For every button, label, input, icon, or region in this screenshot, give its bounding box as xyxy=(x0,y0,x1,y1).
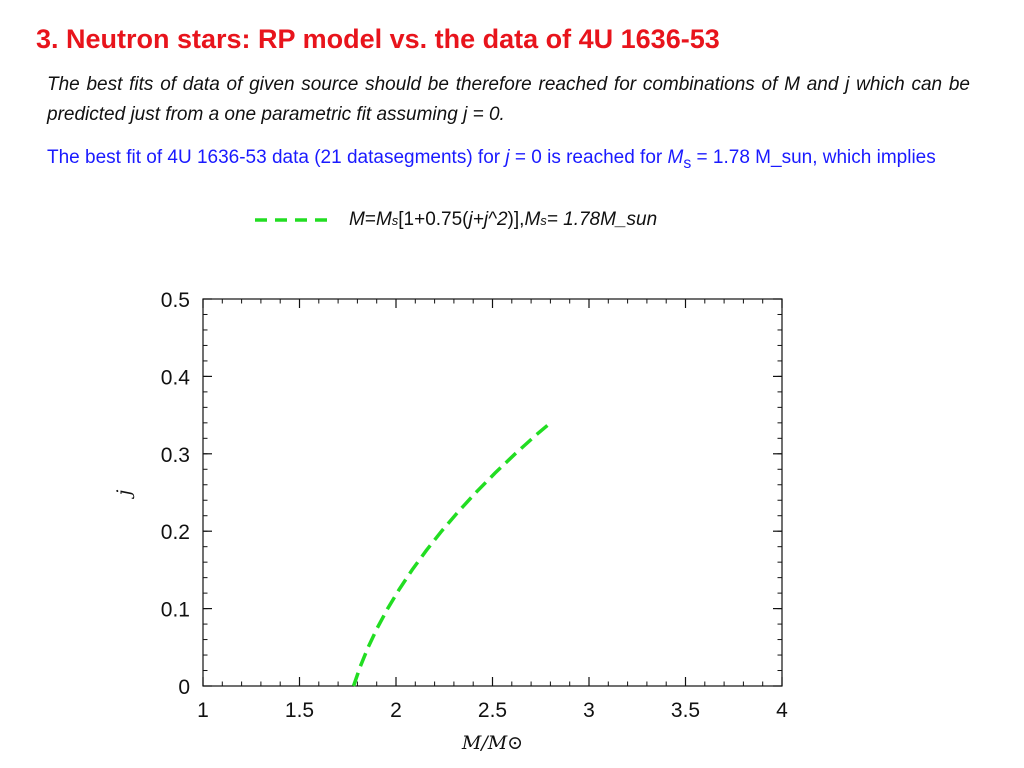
legend-text-6: j+j^2 xyxy=(468,209,508,230)
x-tick-label: 2 xyxy=(390,699,402,722)
y-tick-label: 0.4 xyxy=(161,366,191,389)
x-tick-label: 2.5 xyxy=(478,699,507,722)
x-tick-label: 1.5 xyxy=(285,699,314,722)
x-tick-label: 3 xyxy=(583,699,595,722)
para2-text-3: = 1.78 M_sun, which implies xyxy=(691,147,936,168)
legend-text-1: M xyxy=(349,209,365,230)
y-tick-label: 0.3 xyxy=(161,444,190,467)
legend-dash-icon xyxy=(255,218,331,222)
y-tick-label: 0 xyxy=(178,676,190,699)
y-tick-label: 0.2 xyxy=(161,521,190,544)
x-tick-label: 1 xyxy=(197,699,209,722)
intro-paragraph: The best fits of data of given source sh… xyxy=(47,74,970,125)
x-tick-label: 3.5 xyxy=(671,699,700,722)
legend-text-8: M xyxy=(524,209,541,230)
legend-text-5: [1+0.75( xyxy=(398,209,469,230)
fit-result-paragraph: The best fit of 4U 1636-53 data (21 data… xyxy=(47,143,970,179)
fit-curve-series xyxy=(351,423,550,687)
slide-title: 3. Neutron stars: RP model vs. the data … xyxy=(36,24,720,54)
para2-text-2: = 0 is reached for xyxy=(509,147,668,168)
legend-text-10: = 1.78M_sun xyxy=(546,209,658,230)
para2-M: M xyxy=(667,147,684,168)
legend-text-4: s xyxy=(391,212,399,228)
para2-s: s xyxy=(683,154,692,172)
plot-frame xyxy=(202,298,783,687)
y-axis-label: j xyxy=(113,489,135,499)
legend-text-3: M xyxy=(375,209,392,230)
legend-text-7: )], xyxy=(507,209,525,230)
legend-text-2: = xyxy=(364,209,376,230)
x-axis-label: M/M⊙ xyxy=(461,732,523,754)
y-tick-label: 0.1 xyxy=(161,599,190,622)
para2-j: j xyxy=(505,147,510,168)
y-tick-label: 0.5 xyxy=(161,289,190,312)
legend-text-9: s xyxy=(540,212,547,228)
x-tick-label: 4 xyxy=(776,699,788,722)
para2-text-1: The best fit of 4U 1636-53 data (21 data… xyxy=(47,147,506,168)
